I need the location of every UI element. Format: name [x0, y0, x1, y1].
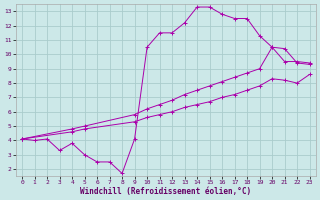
X-axis label: Windchill (Refroidissement éolien,°C): Windchill (Refroidissement éolien,°C)	[80, 187, 252, 196]
